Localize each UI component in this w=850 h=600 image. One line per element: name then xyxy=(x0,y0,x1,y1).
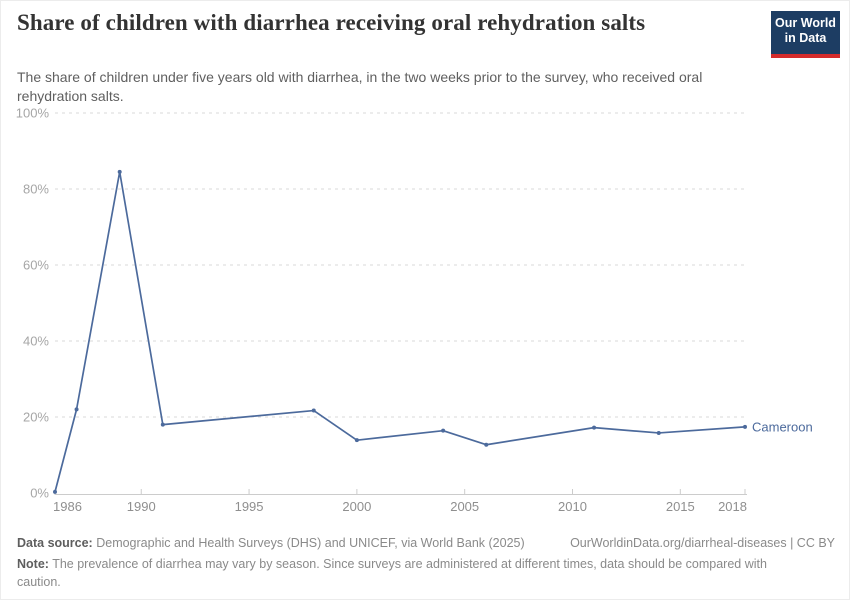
chart-footer: Data source: Demographic and Health Surv… xyxy=(17,534,835,591)
x-axis-tick-label: 2010 xyxy=(558,499,587,514)
x-axis-tick-label: 2005 xyxy=(450,499,479,514)
chart-line xyxy=(54,171,746,493)
series-label: Cameroon xyxy=(752,419,813,434)
data-point xyxy=(117,169,122,174)
x-axis-tick-label: 2018 xyxy=(718,499,747,514)
x-axis-tick-label: 2000 xyxy=(342,499,371,514)
data-point xyxy=(311,408,316,413)
y-axis-tick-label: 0% xyxy=(30,486,49,501)
y-axis-tick-label: 20% xyxy=(23,410,49,425)
data-point xyxy=(441,428,446,433)
chart-subtitle: The share of children under five years o… xyxy=(17,69,703,104)
y-axis-tick-label: 40% xyxy=(23,334,49,349)
data-point xyxy=(743,424,747,429)
note-label: Note: xyxy=(17,557,49,572)
data-source: Data source: Demographic and Health Surv… xyxy=(17,534,525,552)
x-axis-tick-label: 1995 xyxy=(235,499,264,514)
owid-cc-link[interactable]: OurWorldinData.org/diarrheal-diseases | … xyxy=(570,536,835,550)
data-point xyxy=(53,489,57,494)
y-axis-tick-label: 100% xyxy=(16,106,50,121)
x-axis-tick-label: 2015 xyxy=(666,499,695,514)
owid-logo-line1: Our World xyxy=(775,16,836,30)
data-point xyxy=(656,430,661,435)
data-source-label: Data source: xyxy=(17,536,93,550)
owid-logo-stripe xyxy=(771,54,840,58)
source-row: Data source: Demographic and Health Surv… xyxy=(17,534,835,552)
x-axis-tick-label: 1990 xyxy=(127,499,156,514)
data-point xyxy=(484,442,489,447)
data-source-text: Demographic and Health Surveys (DHS) and… xyxy=(96,536,525,550)
data-point xyxy=(160,422,165,427)
y-axis-tick-label: 60% xyxy=(23,258,49,273)
owid-logo-line2: in Data xyxy=(784,31,827,46)
note-text: The prevalence of diarrhea may vary by s… xyxy=(17,557,767,590)
data-point xyxy=(354,438,359,443)
chart-note: Note: The prevalence of diarrhea may var… xyxy=(17,555,797,591)
data-point xyxy=(592,425,597,430)
x-axis-tick-label: 1986 xyxy=(53,499,82,514)
line-chart: 0% 20% 40% 60% 80% 100% 1986 1990 1995 2000 2005 20… xyxy=(16,106,813,515)
owid-logo[interactable]: Our World in Data xyxy=(771,11,840,58)
y-axis-tick-label: 80% xyxy=(23,182,49,197)
data-point xyxy=(74,407,79,412)
page-title: Share of children with diarrhea receivin… xyxy=(17,10,646,35)
